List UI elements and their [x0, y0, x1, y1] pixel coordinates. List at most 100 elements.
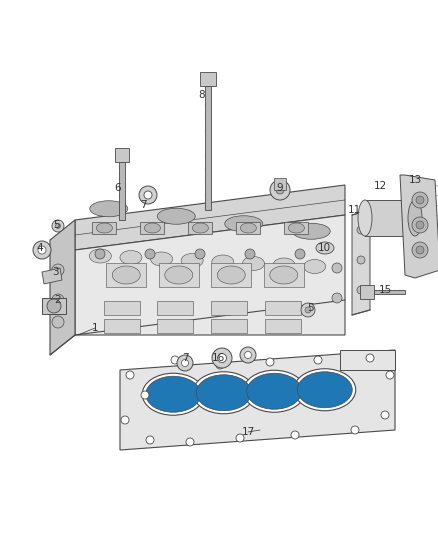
Polygon shape: [274, 178, 286, 190]
Circle shape: [141, 391, 149, 399]
Polygon shape: [103, 301, 139, 315]
Circle shape: [416, 196, 424, 204]
Circle shape: [266, 358, 274, 366]
Circle shape: [144, 191, 152, 199]
Text: 16: 16: [212, 353, 225, 363]
Polygon shape: [103, 319, 139, 333]
Ellipse shape: [273, 258, 295, 272]
Polygon shape: [119, 162, 125, 220]
Circle shape: [38, 246, 46, 254]
Ellipse shape: [297, 372, 352, 408]
Circle shape: [245, 249, 255, 259]
Text: 8: 8: [199, 90, 205, 100]
Circle shape: [216, 361, 224, 369]
Circle shape: [244, 351, 251, 359]
Circle shape: [56, 223, 60, 229]
Polygon shape: [211, 319, 247, 333]
Text: 10: 10: [318, 243, 331, 253]
Circle shape: [412, 192, 428, 208]
Polygon shape: [157, 319, 193, 333]
Ellipse shape: [270, 266, 298, 284]
Circle shape: [366, 354, 374, 362]
Circle shape: [52, 316, 64, 328]
Text: 13: 13: [408, 175, 422, 185]
Circle shape: [171, 356, 179, 364]
Circle shape: [195, 249, 205, 259]
Polygon shape: [365, 200, 415, 236]
Polygon shape: [50, 220, 75, 355]
Circle shape: [301, 303, 315, 317]
Text: 2: 2: [55, 295, 61, 305]
Polygon shape: [157, 301, 193, 315]
Circle shape: [236, 434, 244, 442]
Ellipse shape: [408, 200, 422, 236]
Polygon shape: [188, 222, 212, 234]
Polygon shape: [352, 210, 370, 315]
Circle shape: [33, 241, 51, 259]
Circle shape: [212, 348, 232, 368]
Polygon shape: [75, 215, 345, 335]
Polygon shape: [265, 301, 301, 315]
Circle shape: [416, 221, 424, 229]
Text: 6: 6: [115, 183, 121, 193]
Ellipse shape: [112, 266, 140, 284]
Text: 9: 9: [277, 183, 283, 193]
Ellipse shape: [292, 223, 330, 239]
Circle shape: [52, 294, 64, 306]
Polygon shape: [340, 350, 395, 370]
Circle shape: [295, 249, 305, 259]
Polygon shape: [400, 175, 438, 278]
Ellipse shape: [157, 208, 195, 224]
Circle shape: [52, 264, 64, 276]
Polygon shape: [237, 222, 261, 234]
Ellipse shape: [96, 223, 113, 233]
Polygon shape: [200, 72, 216, 86]
Ellipse shape: [193, 372, 255, 414]
Ellipse shape: [288, 223, 304, 233]
Ellipse shape: [165, 266, 193, 284]
Circle shape: [305, 307, 311, 313]
Circle shape: [386, 371, 394, 379]
Circle shape: [181, 359, 188, 367]
Circle shape: [357, 256, 365, 264]
Ellipse shape: [240, 223, 256, 233]
Polygon shape: [92, 222, 117, 234]
Circle shape: [357, 286, 365, 294]
Circle shape: [381, 411, 389, 419]
Polygon shape: [284, 222, 308, 234]
Text: 11: 11: [347, 205, 360, 215]
Ellipse shape: [294, 369, 356, 411]
Polygon shape: [42, 268, 62, 284]
Circle shape: [270, 180, 290, 200]
Polygon shape: [106, 263, 146, 287]
Circle shape: [332, 293, 342, 303]
Circle shape: [95, 249, 105, 259]
Polygon shape: [75, 185, 345, 250]
Circle shape: [139, 186, 157, 204]
Circle shape: [412, 242, 428, 258]
Ellipse shape: [247, 373, 302, 409]
Ellipse shape: [225, 216, 263, 232]
Ellipse shape: [243, 256, 265, 271]
Polygon shape: [265, 319, 301, 333]
Circle shape: [357, 226, 365, 234]
Polygon shape: [374, 290, 405, 294]
Text: 5: 5: [54, 220, 60, 230]
Ellipse shape: [196, 375, 251, 411]
Polygon shape: [211, 263, 251, 287]
Polygon shape: [360, 285, 374, 299]
Circle shape: [145, 249, 155, 259]
Circle shape: [332, 263, 342, 273]
Ellipse shape: [145, 223, 160, 233]
Text: 1: 1: [92, 323, 98, 333]
Circle shape: [146, 436, 154, 444]
Ellipse shape: [316, 242, 334, 254]
Circle shape: [416, 246, 424, 254]
Polygon shape: [211, 301, 247, 315]
Text: 7: 7: [140, 200, 146, 210]
Ellipse shape: [358, 200, 372, 236]
Text: 12: 12: [373, 181, 387, 191]
Circle shape: [52, 220, 64, 232]
Circle shape: [47, 299, 61, 313]
Circle shape: [240, 347, 256, 363]
